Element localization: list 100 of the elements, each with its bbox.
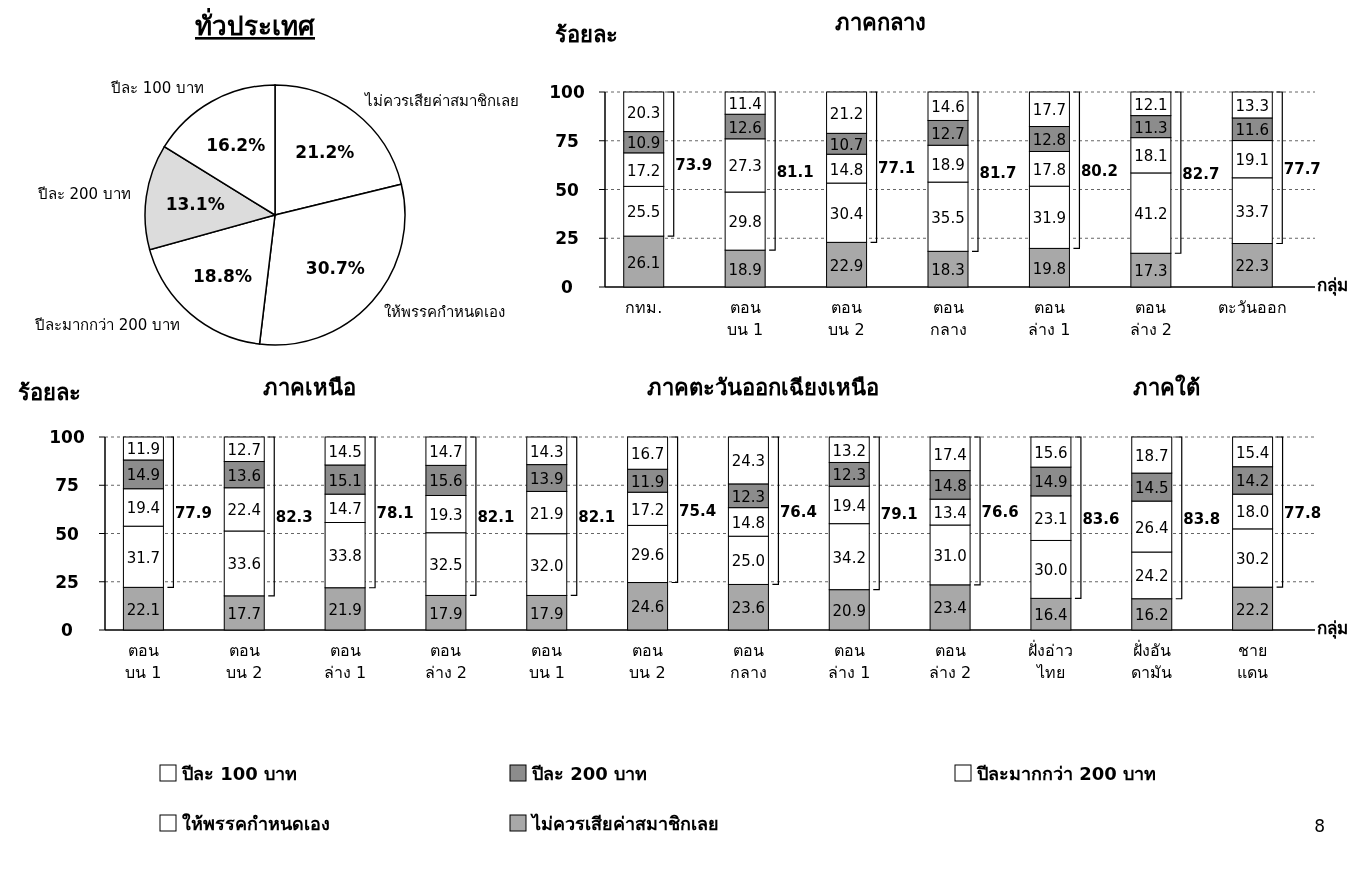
data-label: 17.9 xyxy=(429,604,463,623)
data-label: 17.7 xyxy=(1032,101,1067,120)
data-label: 22.4 xyxy=(227,501,261,520)
data-label: 16.7 xyxy=(630,445,665,464)
data-label: 17.2 xyxy=(630,500,665,519)
data-label: 24.6 xyxy=(630,598,665,617)
data-label: 17.2 xyxy=(627,161,661,180)
data-label: 26.1 xyxy=(627,253,661,272)
annotation: 77.9 xyxy=(174,504,212,523)
data-label: 14.6 xyxy=(931,98,965,117)
x-tick-label: ตอน บน 2 xyxy=(629,641,666,683)
data-label: 22.3 xyxy=(1235,257,1269,276)
slice-label: ปีละมากกว่า 200 บาท xyxy=(33,316,181,335)
y-tick-label: 100 xyxy=(49,427,85,447)
x-tick-label: ตะวันออก xyxy=(1217,298,1287,317)
data-label: 17.3 xyxy=(1134,262,1168,281)
x-tick-label: ตอน บน 1 xyxy=(727,298,764,340)
data-label: 17.7 xyxy=(227,604,261,623)
annotation: 82.1 xyxy=(477,508,515,527)
data-label: 14.7 xyxy=(328,500,362,519)
annotation: 76.4 xyxy=(779,502,817,521)
y-tick-label: 0 xyxy=(561,277,574,297)
annotation: 77.1 xyxy=(878,159,916,178)
x-tick-label: ตอน ล่าง 2 xyxy=(928,641,972,683)
legend-label: ปีละ 200 บาท xyxy=(531,763,648,784)
data-label: 33.8 xyxy=(328,547,362,566)
data-label: 41.2 xyxy=(1134,205,1168,224)
data-label: 14.3 xyxy=(530,442,564,461)
data-label: 32.5 xyxy=(429,556,463,575)
data-label: 18.8% xyxy=(192,266,252,287)
x-axis-title: กลุ่ม xyxy=(1317,618,1348,639)
data-label: 21.9 xyxy=(530,504,564,523)
x-tick-label: ฝั่งอัน ดามัน xyxy=(1131,639,1173,683)
x-tick-label: ตอน บน 2 xyxy=(828,298,865,340)
data-label: 15.6 xyxy=(1034,444,1068,463)
data-label: 14.5 xyxy=(1135,479,1169,498)
data-label: 31.0 xyxy=(933,546,967,565)
annotation: 76.6 xyxy=(981,502,1019,521)
slice-label: ปีละ 100 บาท xyxy=(109,78,205,97)
data-label: 13.4 xyxy=(933,504,967,523)
data-label: 30.7% xyxy=(305,258,365,279)
data-label: 18.0 xyxy=(1235,503,1270,522)
y-tick-label: 50 xyxy=(555,179,579,200)
data-label: 31.9 xyxy=(1032,209,1067,228)
data-label: 22.2 xyxy=(1235,600,1270,619)
data-label: 19.8 xyxy=(1032,259,1067,278)
legend-label: ให้พรรคกำหนดเอง xyxy=(182,813,330,834)
data-label: 34.2 xyxy=(832,548,866,567)
y-tick-label: 25 xyxy=(55,571,79,592)
x-tick-label: ตอน ล่าง 2 xyxy=(1129,298,1172,340)
annotation: 73.9 xyxy=(675,156,713,175)
data-label: 21.2 xyxy=(829,104,864,123)
chart-title: ภาคกลาง xyxy=(834,10,926,35)
data-label: 23.4 xyxy=(933,599,967,618)
x-tick-label: ตอน บน 2 xyxy=(226,641,263,683)
data-label: 24.2 xyxy=(1135,567,1169,586)
x-tick-label: ตอน กลาง xyxy=(729,641,767,683)
data-label: 33.6 xyxy=(227,555,261,574)
data-label: 14.9 xyxy=(1034,473,1068,492)
data-label: 12.7 xyxy=(931,124,965,143)
data-label: 33.7 xyxy=(1235,202,1269,221)
slice-label: ไม่ควรเสียค่าสมาชิกเลย xyxy=(363,91,519,110)
y-axis-title: ร้อยละ xyxy=(18,380,81,405)
data-label: 18.9 xyxy=(728,260,762,279)
data-label: 16.2% xyxy=(206,134,266,155)
data-label: 29.6 xyxy=(630,545,665,564)
data-label: 13.3 xyxy=(1235,96,1269,115)
data-label: 19.4 xyxy=(832,496,866,515)
annotation: 83.6 xyxy=(1082,509,1120,528)
data-label: 19.4 xyxy=(126,499,161,518)
data-label: 17.4 xyxy=(933,445,967,464)
data-label: 24.3 xyxy=(731,452,766,471)
data-label: 12.6 xyxy=(728,118,762,137)
data-label: 25.0 xyxy=(731,552,766,571)
y-tick-label: 75 xyxy=(555,130,579,151)
legend-label: ปีละมากกว่า 200 บาท xyxy=(976,763,1157,784)
y-tick-label: 25 xyxy=(555,228,579,249)
chart-title: ทั่วประเทศ xyxy=(195,7,315,41)
slice-label: ปีละ 200 บาท xyxy=(36,185,131,204)
data-label: 18.9 xyxy=(931,155,965,174)
data-label: 14.9 xyxy=(126,466,161,485)
data-label: 17.8 xyxy=(1032,160,1067,179)
data-label: 20.3 xyxy=(627,103,661,122)
data-label: 22.9 xyxy=(829,256,864,275)
data-label: 29.8 xyxy=(728,213,762,232)
data-label: 15.6 xyxy=(429,472,463,491)
data-label: 18.1 xyxy=(1134,147,1168,166)
annotation: 75.4 xyxy=(679,501,717,520)
annotation: 79.1 xyxy=(880,505,918,524)
data-label: 22.1 xyxy=(126,600,161,619)
y-tick-label: 75 xyxy=(55,475,79,496)
data-label: 15.4 xyxy=(1235,443,1270,462)
data-label: 31.7 xyxy=(126,548,161,567)
data-label: 13.6 xyxy=(227,466,261,485)
x-tick-label: ตอน ล่าง 1 xyxy=(828,641,871,683)
data-label: 20.9 xyxy=(832,601,866,620)
data-label: 32.0 xyxy=(530,556,564,575)
data-label: 19.3 xyxy=(429,506,463,525)
annotation: 82.3 xyxy=(275,508,313,527)
data-label: 15.1 xyxy=(328,471,362,490)
